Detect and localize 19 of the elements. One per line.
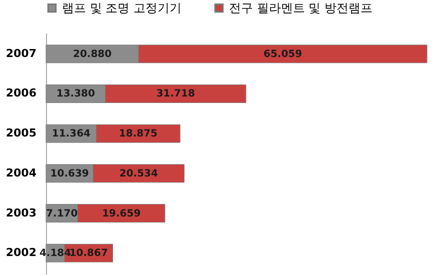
data-label: 10.867 xyxy=(69,248,108,260)
data-label: 13.380 xyxy=(56,88,95,100)
data-label: 19.659 xyxy=(102,208,141,220)
legend-label: 램프 및 조명 고정기기 xyxy=(62,1,182,16)
data-label: 18.875 xyxy=(118,128,158,140)
y-tick-label: 2007 xyxy=(6,46,36,60)
data-label: 20.880 xyxy=(72,48,112,60)
data-label: 31.718 xyxy=(156,88,195,100)
data-label: 11.364 xyxy=(52,128,91,140)
data-label: 10.639 xyxy=(50,168,89,180)
data-label: 7.170 xyxy=(46,208,78,220)
y-tick-label: 2002 xyxy=(6,246,36,260)
data-label: 20.534 xyxy=(119,168,158,180)
data-label: 65.059 xyxy=(263,48,302,60)
y-tick-label: 2004 xyxy=(6,166,37,180)
y-tick-label: 2005 xyxy=(6,126,36,140)
legend-label: 전구 필라멘트 및 방전램프 xyxy=(229,1,372,16)
y-tick-label: 2006 xyxy=(6,86,37,100)
y-tick-label: 2003 xyxy=(6,206,36,220)
